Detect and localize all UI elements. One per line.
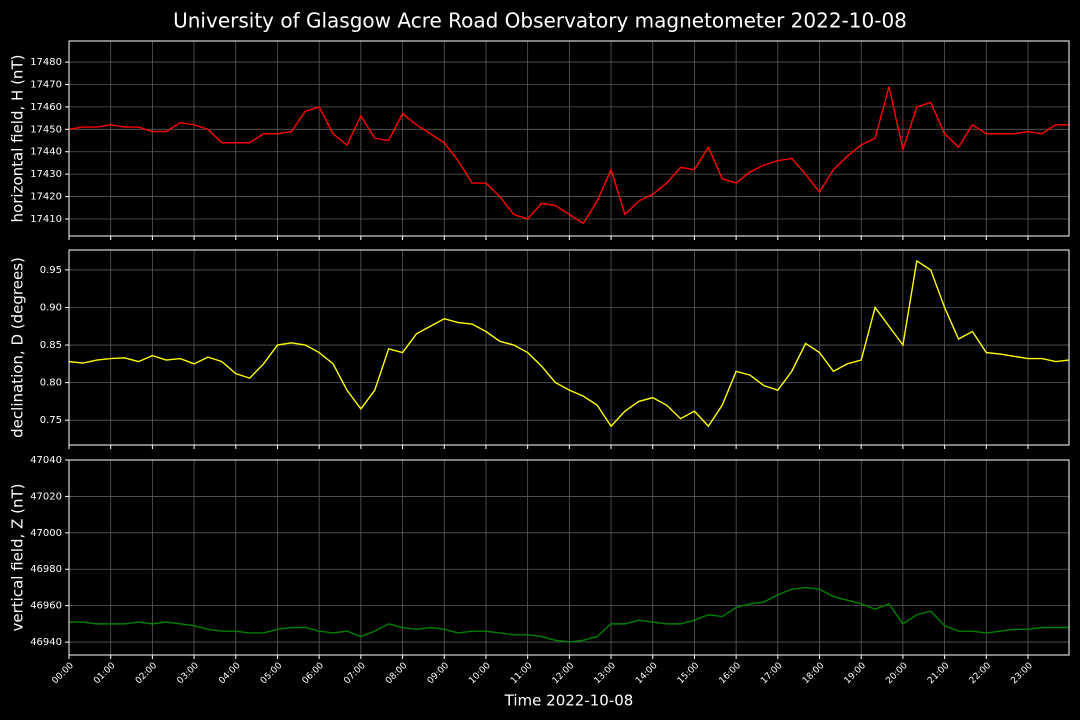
x-tick-label: 14:00 xyxy=(634,661,660,687)
y-tick-label: 17470 xyxy=(30,79,62,90)
y-axis-label: vertical field, Z (nT) xyxy=(9,483,27,631)
y-tick-label: 0.90 xyxy=(40,302,62,313)
y-tick-label: 46980 xyxy=(30,564,62,575)
y-tick-label: 0.95 xyxy=(40,265,62,276)
x-tick-label: 17:00 xyxy=(759,661,785,687)
y-tick-label: 46940 xyxy=(30,637,62,648)
x-tick-label: 23:00 xyxy=(1009,661,1035,687)
data-line xyxy=(68,259,1070,428)
x-tick-label: 00:00 xyxy=(50,661,76,687)
x-tick-label: 04:00 xyxy=(217,661,243,687)
y-axis-label: horizontal field, H (nT) xyxy=(9,55,27,223)
x-tick-label: 05:00 xyxy=(259,661,285,687)
x-tick-label: 02:00 xyxy=(134,661,160,687)
x-axis-label: Time 2022-10-08 xyxy=(504,692,634,710)
y-tick-label: 17460 xyxy=(30,102,62,113)
x-tick-label: 21:00 xyxy=(926,661,952,687)
y-tick-label: 0.85 xyxy=(40,340,62,351)
x-tick-label: 16:00 xyxy=(718,661,744,687)
x-tick-label: 15:00 xyxy=(676,661,702,687)
plot-frame xyxy=(68,40,1070,237)
x-tick-label: 09:00 xyxy=(426,661,452,687)
y-tick-label: 17480 xyxy=(30,57,62,68)
y-tick-label: 17450 xyxy=(30,124,62,135)
y-tick-label: 47020 xyxy=(30,491,62,502)
plot-frame xyxy=(68,249,1070,446)
y-tick-label: 0.75 xyxy=(40,415,62,426)
y-axis-label: declination, D (degrees) xyxy=(9,257,27,438)
x-tick-label: 10:00 xyxy=(467,661,493,687)
x-tick-label: 07:00 xyxy=(342,661,368,687)
chart-title: University of Glasgow Acre Road Observat… xyxy=(173,9,907,33)
y-tick-label: 0.80 xyxy=(40,378,62,389)
x-tick-label: 18:00 xyxy=(801,661,827,687)
y-tick-label: 17440 xyxy=(30,147,62,158)
x-tick-label: 06:00 xyxy=(301,661,327,687)
data-line xyxy=(69,586,1069,643)
x-tick-label: 01:00 xyxy=(92,661,118,687)
y-tick-label: 47040 xyxy=(30,455,62,466)
x-tick-label: 13:00 xyxy=(593,661,619,687)
y-tick-label: 17420 xyxy=(30,192,62,203)
x-tick-label: 19:00 xyxy=(843,661,869,687)
x-tick-label: 11:00 xyxy=(509,661,535,687)
y-tick-label: 47000 xyxy=(30,528,62,539)
plot-frame xyxy=(68,459,1070,656)
x-tick-label: 08:00 xyxy=(384,661,410,687)
y-tick-label: 17410 xyxy=(30,214,62,225)
x-tick-label: 03:00 xyxy=(176,661,202,687)
y-tick-label: 46960 xyxy=(30,601,62,612)
data-line xyxy=(68,86,1069,225)
x-tick-label: 20:00 xyxy=(884,661,910,687)
x-tick-label: 22:00 xyxy=(968,661,994,687)
x-tick-label: 12:00 xyxy=(551,661,577,687)
y-tick-label: 17430 xyxy=(30,169,62,180)
